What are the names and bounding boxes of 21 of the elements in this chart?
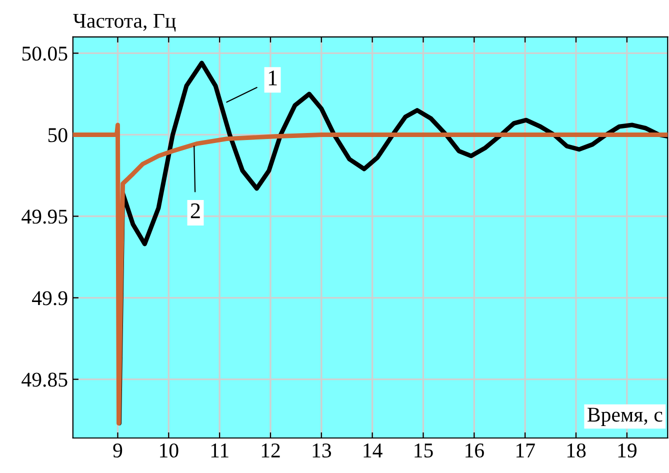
x-tick-label: 16 bbox=[466, 444, 484, 458]
y-tick-label: 50 bbox=[48, 128, 68, 142]
x-tick-label: 18 bbox=[567, 443, 586, 458]
y-tick-label: 49.9 bbox=[32, 291, 68, 306]
x-tick-label: 17 bbox=[516, 444, 535, 458]
x-tick-label: 19 bbox=[618, 444, 636, 458]
y-tick-label: 50.05 bbox=[22, 46, 68, 61]
x-tick-label: 14 bbox=[364, 444, 382, 458]
x-tick-label: 13 bbox=[312, 444, 332, 458]
x-tick-label: 11 bbox=[211, 444, 228, 458]
annotation: 2 bbox=[190, 203, 200, 218]
x-tick-label: 9 bbox=[113, 444, 122, 458]
y-tick-label: 49.85 bbox=[22, 372, 68, 387]
annotation: 1 bbox=[268, 70, 277, 86]
line-series bbox=[72, 122, 668, 426]
y-tick-label: 49.95 bbox=[22, 210, 68, 224]
x-tick-label: 12 bbox=[262, 444, 280, 458]
x-tick-label: 10 bbox=[160, 443, 178, 458]
x-tick-label: 15 bbox=[414, 444, 433, 458]
y-axis-title: Частота, Гц bbox=[73, 14, 176, 32]
x-axis-title: Время, с bbox=[588, 408, 662, 426]
